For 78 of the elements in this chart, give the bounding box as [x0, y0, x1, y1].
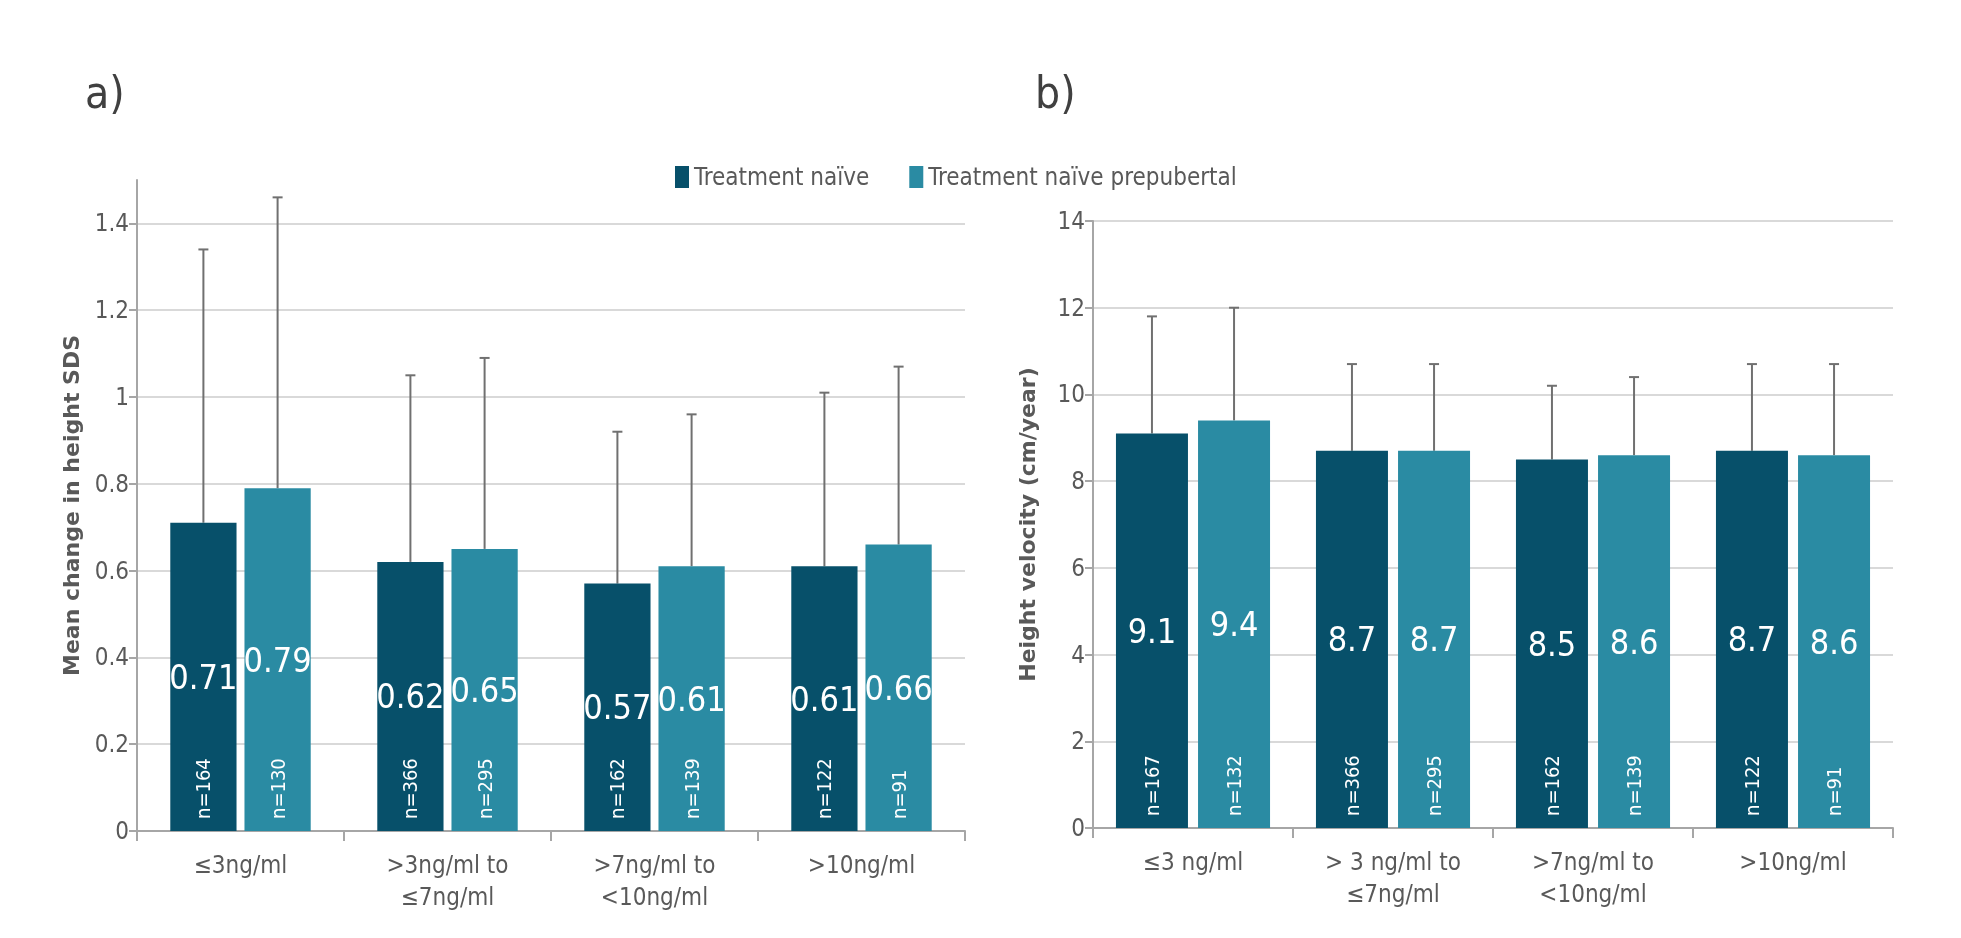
y-tick-label: 10 — [1057, 380, 1085, 409]
data-label: 0.62 — [376, 676, 445, 717]
bar — [1715, 450, 1788, 828]
y-tick-label: 12 — [1057, 293, 1085, 322]
bar — [1515, 459, 1588, 828]
y-tick-label: 2 — [1071, 727, 1085, 756]
bar — [1315, 450, 1388, 828]
y-tick-label: 4 — [1071, 640, 1085, 669]
annotation: n=167 — [1139, 755, 1164, 816]
annotation: n=162 — [1539, 755, 1564, 816]
y-tick-label: 1.4 — [94, 209, 129, 238]
bar — [170, 522, 237, 831]
data-label: 0.79 — [243, 639, 312, 680]
annotation: n=139 — [1622, 755, 1647, 816]
x-tick-label: ≤3 ng/ml — [1142, 848, 1244, 876]
bar — [1598, 455, 1671, 828]
data-label: 8.7 — [1727, 619, 1777, 660]
annotation: n=91 — [886, 769, 911, 819]
y-tick-label: 0.6 — [94, 556, 129, 585]
annotation: n=295 — [1422, 755, 1447, 816]
x-tick-label: >7ng/ml to <10ng/ml — [1531, 848, 1655, 908]
bar — [658, 566, 725, 831]
data-label: 9.1 — [1127, 610, 1177, 651]
data-label: 0.66 — [864, 667, 933, 708]
data-label: 0.71 — [169, 656, 238, 697]
y-axis-title: Height velocity (cm/year) — [1014, 367, 1040, 682]
annotation: n=162 — [605, 758, 630, 819]
y-tick-label: 6 — [1071, 553, 1085, 582]
annotation: n=91 — [1822, 766, 1847, 816]
annotation: n=366 — [1339, 755, 1364, 816]
bar — [1798, 455, 1871, 828]
y-tick-label: 0.8 — [94, 469, 129, 498]
legend-label: Treatment naïve — [693, 163, 870, 191]
bar — [1198, 420, 1271, 828]
bar — [377, 561, 444, 831]
data-label: 8.7 — [1327, 619, 1377, 660]
data-label: 8.6 — [1809, 621, 1859, 662]
chart-title: b) — [1035, 66, 1076, 118]
annotation: n=164 — [191, 758, 216, 819]
y-tick-label: 8 — [1071, 467, 1085, 496]
chart-title: a) — [85, 66, 125, 118]
y-tick-label: 0.4 — [94, 643, 129, 672]
bar — [1115, 433, 1188, 828]
data-label: 8.6 — [1609, 621, 1659, 662]
bar — [1398, 450, 1471, 828]
bar — [865, 544, 932, 831]
x-tick-label: ≤3ng/ml — [193, 851, 288, 879]
annotation: n=139 — [679, 758, 704, 819]
y-tick-label: 0 — [1071, 814, 1085, 842]
x-tick-label: >10ng/ml — [1739, 848, 1847, 876]
y-tick-label: 0 — [115, 817, 129, 845]
legend-label: Treatment naïve prepubertal — [927, 163, 1237, 191]
y-tick-label: 1.2 — [94, 296, 129, 325]
y-tick-label: 1 — [115, 383, 129, 411]
x-tick-label: >10ng/ml — [807, 851, 916, 879]
x-tick-label: >3ng/ml to ≤7ng/ml — [386, 851, 509, 911]
bar — [791, 566, 858, 831]
annotation: n=366 — [398, 758, 423, 819]
data-label: 0.65 — [450, 669, 519, 710]
bar — [244, 488, 311, 831]
data-label: 0.61 — [657, 678, 726, 719]
annotation: n=122 — [1739, 755, 1764, 816]
data-label: 0.57 — [583, 687, 652, 728]
annotation: n=295 — [472, 758, 497, 819]
annotation: n=132 — [1222, 755, 1247, 816]
x-tick-label: > 3 ng/ml to ≤7ng/ml — [1325, 848, 1461, 908]
bar — [584, 583, 651, 831]
data-label: 8.7 — [1409, 619, 1459, 660]
data-label: 0.61 — [790, 678, 859, 719]
x-tick-label: >7ng/ml to <10ng/ml — [593, 851, 716, 911]
annotation: n=122 — [812, 758, 837, 819]
y-tick-label: 14 — [1057, 207, 1085, 235]
annotation: n=130 — [265, 758, 290, 819]
y-axis-title: Mean change in height SDS — [58, 334, 84, 677]
data-label: 9.4 — [1209, 604, 1259, 645]
bar — [451, 548, 518, 831]
y-tick-label: 0.2 — [94, 730, 129, 759]
data-label: 8.5 — [1527, 623, 1577, 664]
